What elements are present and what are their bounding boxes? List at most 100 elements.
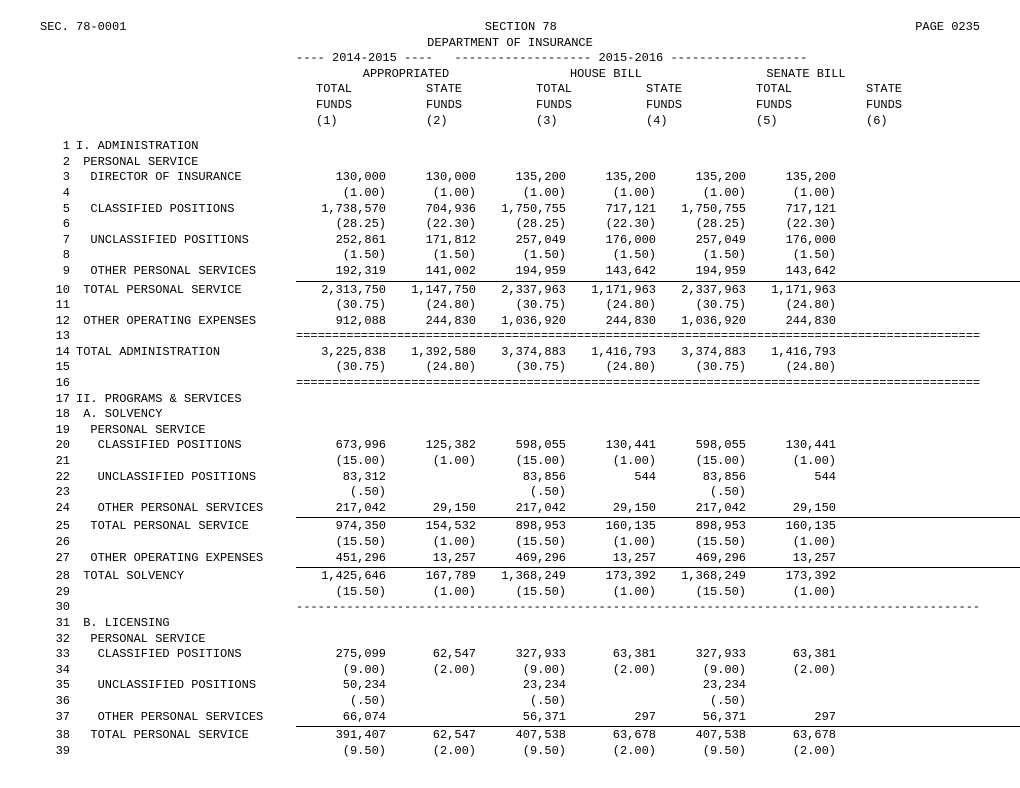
cell: 29,150 (386, 501, 476, 517)
column-header: FUNDS (626, 98, 736, 114)
cell: 3,374,883 (656, 345, 746, 361)
line-number: 15 (40, 360, 76, 376)
cell: 244,830 (746, 314, 836, 330)
row-label (76, 454, 296, 470)
line-number: 31 (40, 616, 76, 632)
row-label: OTHER PERSONAL SERVICES (76, 501, 296, 517)
cell: (15.00) (476, 454, 566, 470)
cell: 63,678 (746, 728, 836, 744)
cell: 244,830 (386, 314, 476, 330)
table-row: 28 TOTAL SOLVENCY1,425,646167,7891,368,2… (40, 569, 980, 585)
table-row: 36(.50)(.50)(.50) (40, 694, 980, 710)
cell: 62,547 (386, 647, 476, 663)
cell: (15.00) (656, 454, 746, 470)
cell: (24.80) (746, 360, 836, 376)
line-number: 19 (40, 423, 76, 439)
line-number: 29 (40, 585, 76, 601)
cell: 704,936 (386, 202, 476, 218)
line-number: 38 (40, 728, 76, 744)
row-label: DIRECTOR OF INSURANCE (76, 170, 296, 186)
cell: (1.50) (386, 248, 476, 264)
cell: (30.75) (656, 298, 746, 314)
cell: 62,547 (386, 728, 476, 744)
cell (746, 678, 836, 694)
cell: 898,953 (656, 519, 746, 535)
cell: (1.00) (386, 454, 476, 470)
row-label (76, 694, 296, 710)
cell: 160,135 (746, 519, 836, 535)
cell: 451,296 (296, 551, 386, 567)
cell: (1.00) (656, 186, 746, 202)
cell: 3,225,838 (296, 345, 386, 361)
cell: (15.50) (656, 585, 746, 601)
cell: 252,861 (296, 233, 386, 249)
line-number: 39 (40, 744, 76, 760)
cell: (15.50) (476, 535, 566, 551)
cell: (1.00) (386, 535, 476, 551)
cell: (1.00) (746, 186, 836, 202)
cell: (.50) (296, 694, 386, 710)
table-row: 39(9.50)(2.00)(9.50)(2.00)(9.50)(2.00) (40, 744, 980, 760)
table-body: 1I. ADMINISTRATION2 PERSONAL SERVICE3 DI… (40, 139, 980, 759)
cell: 297 (566, 710, 656, 726)
cell: 1,036,920 (476, 314, 566, 330)
table-row: 29(15.50)(1.00)(15.50)(1.00)(15.50)(1.00… (40, 585, 980, 601)
row-label (76, 585, 296, 601)
row-label: CLASSIFIED POSITIONS (76, 438, 296, 454)
table-row: 20 CLASSIFIED POSITIONS673,996125,382598… (40, 438, 980, 454)
table-row: 30--------------------------------------… (40, 600, 980, 616)
table-row: 19 PERSONAL SERVICE (40, 423, 980, 439)
cell: (1.50) (656, 248, 746, 264)
line-number: 13 (40, 329, 76, 345)
cell: 130,441 (746, 438, 836, 454)
cell: (1.00) (296, 186, 386, 202)
table-row: 34(9.00)(2.00)(9.00)(2.00)(9.00)(2.00) (40, 663, 980, 679)
cell (746, 485, 836, 501)
cell: (28.25) (296, 217, 386, 233)
cell: 135,200 (656, 170, 746, 186)
table-row: 5 CLASSIFIED POSITIONS1,738,570704,9361,… (40, 202, 980, 218)
cell: (.50) (656, 694, 746, 710)
table-row: 6(28.25)(22.30)(28.25)(22.30)(28.25)(22.… (40, 217, 980, 233)
cell: 176,000 (566, 233, 656, 249)
line-number: 6 (40, 217, 76, 233)
row-label: OTHER PERSONAL SERVICES (76, 710, 296, 726)
cell: (1.00) (746, 535, 836, 551)
column-header: FUNDS (516, 98, 626, 114)
cell: 598,055 (656, 438, 746, 454)
cell: (15.50) (476, 585, 566, 601)
cell: (9.00) (476, 663, 566, 679)
cell: (2.00) (386, 744, 476, 760)
column-header: FUNDS (736, 98, 846, 114)
column-header: (4) (626, 114, 736, 130)
table-row: 15(30.75)(24.80)(30.75)(24.80)(30.75)(24… (40, 360, 980, 376)
table-row: 9 OTHER PERSONAL SERVICES192,319141,0021… (40, 264, 980, 280)
cell: 2,337,963 (476, 283, 566, 299)
table-row: 7 UNCLASSIFIED POSITIONS252,861171,81225… (40, 233, 980, 249)
line-number: 1 (40, 139, 76, 155)
cell (386, 678, 476, 694)
table-row: 1I. ADMINISTRATION (40, 139, 980, 155)
cell: (24.80) (386, 360, 476, 376)
column-header: (3) (516, 114, 626, 130)
cell: 194,959 (476, 264, 566, 280)
cell: (15.00) (296, 454, 386, 470)
row-label (76, 329, 296, 345)
line-number: 4 (40, 186, 76, 202)
table-row: 21(15.00)(1.00)(15.00)(1.00)(15.00)(1.00… (40, 454, 980, 470)
row-label (76, 744, 296, 760)
cell: 407,538 (656, 728, 746, 744)
cell: 130,000 (296, 170, 386, 186)
page-number: PAGE 0235 (915, 20, 980, 36)
row-label: OTHER OPERATING EXPENSES (76, 551, 296, 567)
line-number: 21 (40, 454, 76, 470)
row-label: CLASSIFIED POSITIONS (76, 202, 296, 218)
column-header: (5) (736, 114, 846, 130)
line-number: 28 (40, 569, 76, 585)
cell: 297 (746, 710, 836, 726)
line-number: 20 (40, 438, 76, 454)
cell: 29,150 (746, 501, 836, 517)
line-number: 17 (40, 392, 76, 408)
cell: (1.00) (386, 186, 476, 202)
cell: 1,036,920 (656, 314, 746, 330)
